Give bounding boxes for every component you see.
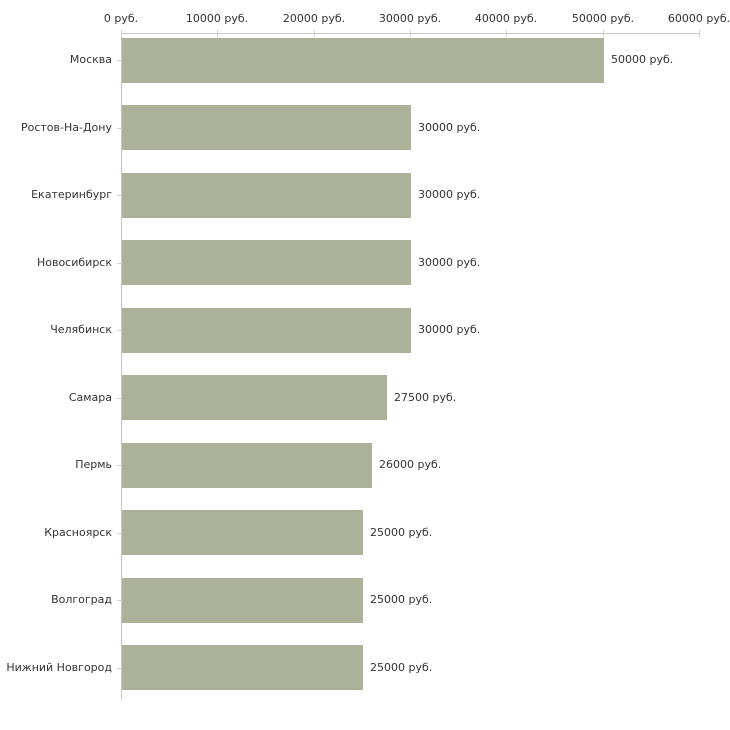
- x-axis-tick-label: 20000 руб.: [282, 12, 346, 25]
- bar-нижний-новгород: [122, 645, 363, 690]
- x-axis-tick: [506, 30, 507, 37]
- category-label: Ростов-На-Дону: [20, 121, 112, 134]
- x-axis-tick-label: 40000 руб.: [474, 12, 538, 25]
- y-axis-line: [121, 33, 122, 700]
- category-tick: [117, 398, 121, 399]
- category-label: Нижний Новгород: [6, 661, 112, 674]
- bar-value-label: 50000 руб.: [611, 53, 674, 66]
- bar-пермь: [122, 443, 372, 488]
- bar-value-label: 30000 руб.: [418, 323, 481, 336]
- category-tick: [117, 263, 121, 264]
- bar-value-label: 26000 руб.: [379, 458, 442, 471]
- category-label: Москва: [69, 53, 112, 66]
- x-axis-tick: [699, 30, 700, 37]
- category-tick: [117, 195, 121, 196]
- bar-челябинск: [122, 308, 411, 353]
- x-axis-tick-label: 50000 руб.: [571, 12, 635, 25]
- bar-самара: [122, 375, 387, 420]
- category-tick: [117, 60, 121, 61]
- category-label: Красноярск: [44, 526, 112, 539]
- bar-value-label: 25000 руб.: [370, 661, 433, 674]
- x-axis-tick: [121, 30, 122, 37]
- x-axis-tick: [603, 30, 604, 37]
- bar-ростов-на-дону: [122, 105, 411, 150]
- bar-value-label: 25000 руб.: [370, 593, 433, 606]
- bar-value-label: 27500 руб.: [394, 391, 457, 404]
- bar-москва: [122, 38, 604, 83]
- category-label: Новосибирск: [36, 256, 112, 269]
- bar-value-label: 30000 руб.: [418, 188, 481, 201]
- bar-value-label: 30000 руб.: [418, 121, 481, 134]
- x-axis-tick-label: 30000 руб.: [378, 12, 442, 25]
- x-axis-tick-label: 10000 руб.: [185, 12, 249, 25]
- category-tick: [117, 465, 121, 466]
- category-label: Пермь: [75, 458, 112, 471]
- bar-екатеринбург: [122, 173, 411, 218]
- bar-красноярск: [122, 510, 363, 555]
- bar-value-label: 25000 руб.: [370, 526, 433, 539]
- category-label: Екатеринбург: [31, 188, 112, 201]
- bar-волгоград: [122, 578, 363, 623]
- category-label: Челябинск: [50, 323, 112, 336]
- x-axis-tick: [217, 30, 218, 37]
- x-axis-tick-label: 60000 руб.: [667, 12, 730, 25]
- x-axis-tick-label: 0 руб.: [103, 12, 139, 25]
- bar-value-label: 30000 руб.: [418, 256, 481, 269]
- category-tick: [117, 128, 121, 129]
- category-tick: [117, 533, 121, 534]
- category-tick: [117, 668, 121, 669]
- x-axis-tick: [410, 30, 411, 37]
- bar-новосибирск: [122, 240, 411, 285]
- x-axis-tick: [314, 30, 315, 37]
- category-tick: [117, 600, 121, 601]
- category-label: Волгоград: [51, 593, 112, 606]
- category-label: Самара: [68, 391, 112, 404]
- category-tick: [117, 330, 121, 331]
